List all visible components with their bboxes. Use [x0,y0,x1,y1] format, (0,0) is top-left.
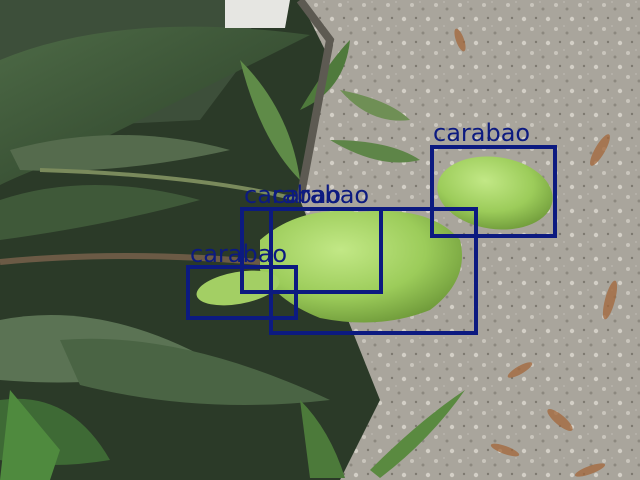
detection-box [186,265,298,320]
detection-label: carabao [272,181,370,209]
detection-label: carabao [433,119,531,147]
detection-label: carabao [244,181,342,209]
detection-box [269,207,478,335]
detection-box [430,145,557,238]
detection-label: carabao [190,240,288,268]
